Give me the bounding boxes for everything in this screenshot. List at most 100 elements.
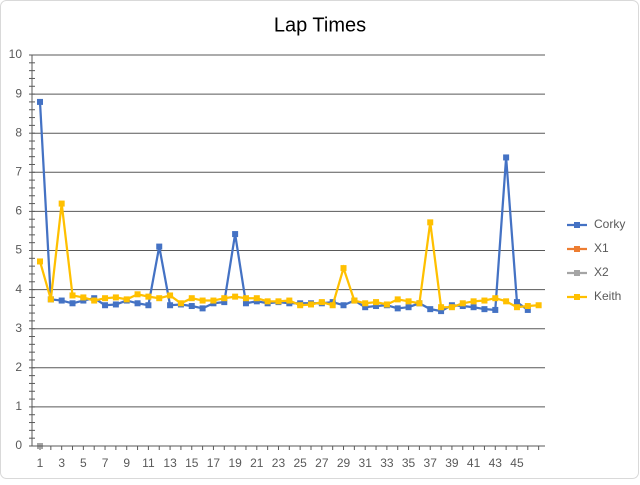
marker [340,302,347,309]
marker [91,297,98,304]
marker [297,302,304,309]
x-tick-label: 5 [80,456,87,470]
x-tick-label: 45 [510,456,524,470]
marker [470,298,477,305]
marker [405,304,412,311]
marker [188,295,195,302]
marker [362,304,369,311]
x-tick-label: 35 [402,456,416,470]
x-tick-label: 25 [293,456,307,470]
legend-marker [574,246,580,252]
marker [156,243,163,250]
marker [80,297,87,304]
marker [112,301,119,308]
x-tick-label: 29 [337,456,351,470]
y-tick-label: 7 [15,164,22,178]
marker [134,300,141,307]
marker [145,293,152,300]
marker [199,305,206,312]
x-tick-label: 33 [380,456,394,470]
marker [210,297,217,304]
marker [37,98,43,105]
marker [80,294,87,301]
x-tick-label: 17 [207,456,221,470]
y-tick-label: 9 [15,86,22,100]
marker [513,299,520,306]
y-tick-label: 10 [9,47,23,61]
marker [188,303,195,310]
x-tick-label: 15 [185,456,199,470]
marker [145,302,152,309]
marker [503,298,510,305]
x-tick-label: 27 [315,456,329,470]
marker [394,305,401,312]
legend-label: Keith [594,289,621,303]
marker [102,302,109,309]
marker [470,304,477,311]
x-tick-label: 43 [489,456,503,470]
x-tick-label: 41 [467,456,481,470]
marker [232,231,239,238]
marker [394,296,401,303]
marker [264,298,271,305]
marker [427,306,434,313]
marker [275,298,282,305]
y-tick-label: 2 [15,360,22,374]
marker [134,291,141,298]
marker [373,303,380,310]
marker [37,258,43,265]
marker [492,295,499,302]
marker [535,302,542,309]
y-tick-label: 3 [15,321,22,335]
marker [438,308,445,315]
marker [438,304,445,311]
marker [513,304,520,311]
marker [47,296,54,303]
x-tick-label: 9 [123,456,130,470]
x-tick-label: 39 [445,456,459,470]
marker [503,154,510,161]
y-tick-label: 4 [15,282,22,296]
x-tick-label: 19 [228,456,242,470]
marker [286,297,293,304]
x-tick-label: 11 [142,456,155,470]
marker [112,294,119,301]
marker [448,304,455,311]
x-tick-label: 13 [163,456,177,470]
marker [524,303,531,310]
marker [242,295,249,302]
marker [318,299,325,306]
marker [69,300,76,307]
marker [351,297,358,304]
x-tick-label: 37 [424,456,438,470]
marker [308,301,314,308]
marker [232,293,239,300]
marker [58,297,65,304]
marker [69,292,76,299]
legend-label: Corky [594,217,625,231]
marker [492,306,499,313]
marker [123,296,130,303]
marker [340,265,347,272]
marker [373,299,380,306]
x-tick-label: 7 [102,456,109,470]
marker [481,297,488,304]
x-tick-label: 3 [58,456,65,470]
x-tick-label: 31 [359,456,373,470]
y-tick-label: 5 [15,243,22,257]
marker [383,301,390,308]
marker [427,219,434,226]
x-tick-label: 1 [37,456,44,470]
legend-marker [574,222,580,228]
marker [253,295,260,302]
marker [167,292,174,299]
marker [459,300,466,307]
marker [199,297,206,304]
marker [221,295,228,302]
x-tick-label: 21 [250,456,264,470]
chart-title: Lap Times [274,14,366,36]
marker [524,306,531,313]
y-tick-label: 0 [15,438,22,452]
